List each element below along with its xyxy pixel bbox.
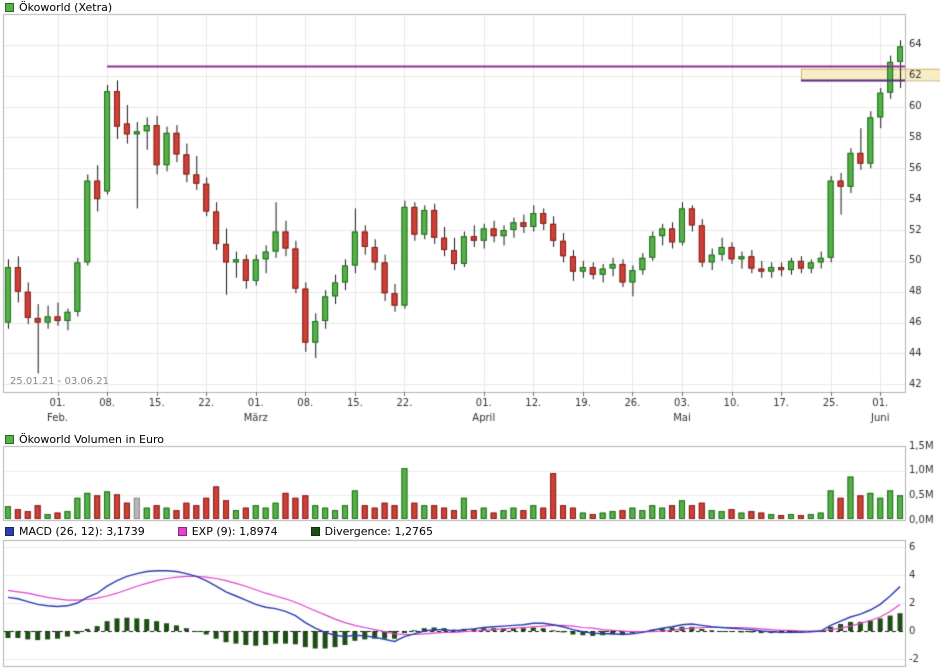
volume-series-swatch-icon [5, 434, 14, 444]
price-legend: Ökoworld (Xetra) [5, 0, 113, 14]
macd-legend: MACD (26, 12): 3,1739 EXP (9): 1,8974 Di… [5, 524, 461, 538]
volume-legend-label: Ökoworld Volumen in Euro [19, 432, 164, 446]
macd-legend-label: MACD (26, 12): 3,1739 [19, 524, 145, 538]
exp-legend-label: EXP (9): 1,8974 [191, 524, 278, 538]
macd-series-swatch-icon [5, 526, 14, 536]
divergence-series-swatch-icon [310, 526, 320, 536]
divergence-legend-item: Divergence: 1,2765 [310, 524, 433, 538]
divergence-legend-label: Divergence: 1,2765 [324, 524, 433, 538]
macd-legend-item: MACD (26, 12): 3,1739 [5, 525, 145, 538]
volume-legend: Ökoworld Volumen in Euro [5, 432, 164, 446]
date-range-label: 25.01.21 - 03.06.21 [10, 376, 110, 387]
exp-series-swatch-icon [177, 526, 187, 536]
price-series-swatch-icon [5, 2, 14, 12]
exp-legend-item: EXP (9): 1,8974 [177, 524, 278, 538]
price-legend-label: Ökoworld (Xetra) [19, 0, 113, 14]
